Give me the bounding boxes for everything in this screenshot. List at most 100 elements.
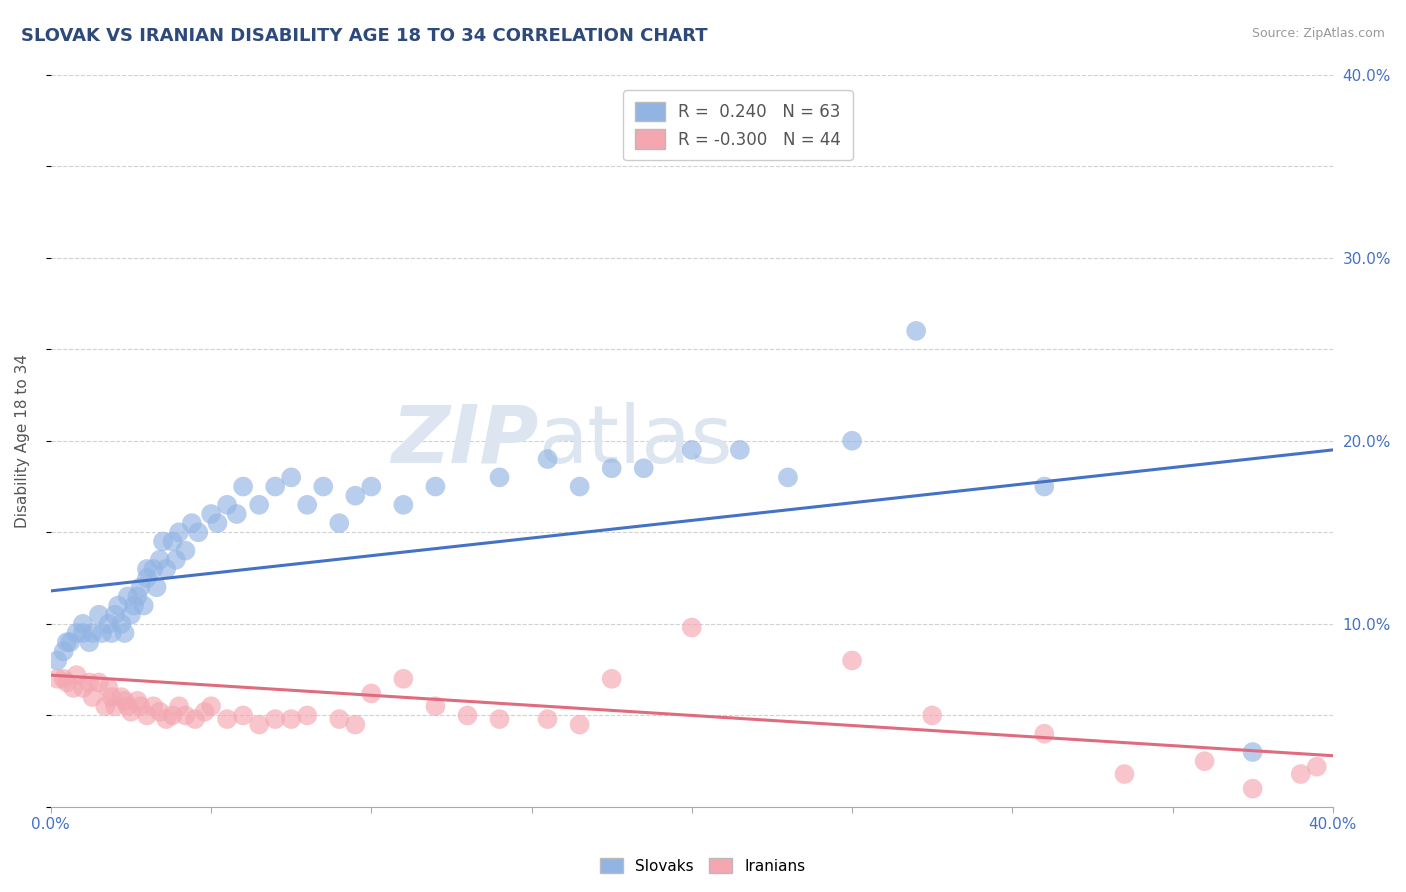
Point bbox=[488, 470, 510, 484]
Point bbox=[280, 470, 302, 484]
Point bbox=[65, 668, 87, 682]
Point bbox=[82, 626, 104, 640]
Point bbox=[122, 599, 145, 613]
Point bbox=[65, 626, 87, 640]
Point bbox=[360, 479, 382, 493]
Legend: Slovaks, Iranians: Slovaks, Iranians bbox=[595, 852, 811, 880]
Point bbox=[681, 621, 703, 635]
Point bbox=[142, 699, 165, 714]
Text: SLOVAK VS IRANIAN DISABILITY AGE 18 TO 34 CORRELATION CHART: SLOVAK VS IRANIAN DISABILITY AGE 18 TO 3… bbox=[21, 27, 707, 45]
Point bbox=[56, 635, 79, 649]
Point bbox=[488, 712, 510, 726]
Point bbox=[776, 470, 799, 484]
Point bbox=[1241, 745, 1264, 759]
Point bbox=[162, 534, 184, 549]
Point bbox=[142, 562, 165, 576]
Point bbox=[200, 507, 222, 521]
Point bbox=[52, 672, 75, 686]
Point bbox=[536, 712, 558, 726]
Point bbox=[94, 699, 117, 714]
Y-axis label: Disability Age 18 to 34: Disability Age 18 to 34 bbox=[15, 354, 30, 528]
Point bbox=[174, 543, 197, 558]
Point bbox=[110, 616, 132, 631]
Point bbox=[104, 699, 127, 714]
Point bbox=[167, 525, 190, 540]
Point bbox=[232, 479, 254, 493]
Point bbox=[162, 708, 184, 723]
Point bbox=[456, 708, 478, 723]
Point bbox=[59, 635, 82, 649]
Point bbox=[110, 690, 132, 705]
Point bbox=[200, 699, 222, 714]
Point bbox=[145, 580, 167, 594]
Point bbox=[127, 694, 149, 708]
Point bbox=[114, 626, 136, 640]
Point bbox=[1033, 727, 1056, 741]
Point bbox=[264, 479, 287, 493]
Point bbox=[905, 324, 928, 338]
Point bbox=[1241, 781, 1264, 796]
Point bbox=[568, 717, 591, 731]
Point bbox=[600, 672, 623, 686]
Point bbox=[184, 712, 207, 726]
Point bbox=[56, 675, 79, 690]
Point bbox=[132, 599, 155, 613]
Point bbox=[280, 712, 302, 726]
Point bbox=[264, 712, 287, 726]
Point bbox=[681, 442, 703, 457]
Point bbox=[312, 479, 335, 493]
Point bbox=[187, 525, 209, 540]
Point bbox=[167, 699, 190, 714]
Point bbox=[344, 489, 367, 503]
Point bbox=[72, 626, 94, 640]
Point bbox=[97, 681, 120, 695]
Point bbox=[247, 717, 270, 731]
Point bbox=[225, 507, 247, 521]
Point bbox=[425, 479, 447, 493]
Point bbox=[1033, 479, 1056, 493]
Point bbox=[72, 681, 94, 695]
Point bbox=[155, 562, 177, 576]
Point bbox=[1114, 767, 1136, 781]
Legend: R =  0.240   N = 63, R = -0.300   N = 44: R = 0.240 N = 63, R = -0.300 N = 44 bbox=[623, 90, 853, 161]
Point bbox=[568, 479, 591, 493]
Point bbox=[79, 675, 101, 690]
Point bbox=[120, 705, 142, 719]
Text: Source: ZipAtlas.com: Source: ZipAtlas.com bbox=[1251, 27, 1385, 40]
Point bbox=[127, 590, 149, 604]
Point bbox=[194, 705, 217, 719]
Point bbox=[149, 553, 172, 567]
Point bbox=[600, 461, 623, 475]
Point bbox=[425, 699, 447, 714]
Point bbox=[633, 461, 655, 475]
Point bbox=[155, 712, 177, 726]
Point bbox=[97, 616, 120, 631]
Point bbox=[104, 607, 127, 622]
Point bbox=[46, 672, 69, 686]
Point bbox=[136, 708, 159, 723]
Point bbox=[328, 516, 350, 530]
Point bbox=[392, 498, 415, 512]
Point bbox=[87, 607, 110, 622]
Point bbox=[921, 708, 943, 723]
Point bbox=[46, 653, 69, 667]
Point bbox=[91, 626, 114, 640]
Point bbox=[297, 498, 319, 512]
Point bbox=[247, 498, 270, 512]
Point bbox=[360, 686, 382, 700]
Point bbox=[328, 712, 350, 726]
Point bbox=[100, 626, 122, 640]
Point bbox=[165, 553, 187, 567]
Text: atlas: atlas bbox=[538, 401, 733, 480]
Point bbox=[87, 675, 110, 690]
Point bbox=[136, 571, 159, 585]
Point bbox=[82, 690, 104, 705]
Point bbox=[1194, 754, 1216, 768]
Point bbox=[72, 616, 94, 631]
Point bbox=[149, 705, 172, 719]
Point bbox=[120, 607, 142, 622]
Point bbox=[536, 452, 558, 467]
Point bbox=[344, 717, 367, 731]
Point bbox=[117, 699, 139, 714]
Point bbox=[100, 690, 122, 705]
